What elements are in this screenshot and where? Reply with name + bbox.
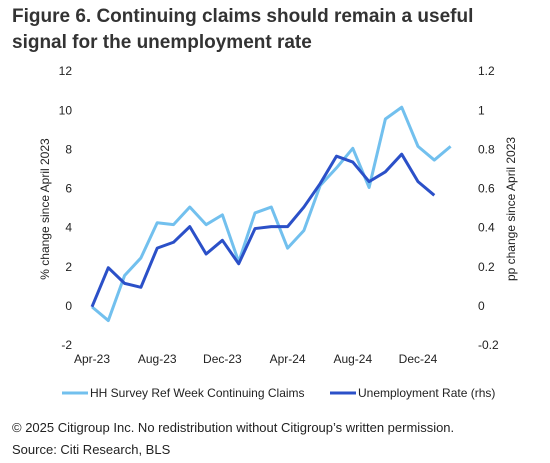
y-tick-label: 2 — [65, 260, 72, 274]
chart-title: Figure 6. Continuing claims should remai… — [12, 6, 474, 53]
y-tick-label: 6 — [65, 182, 72, 196]
y-tick-label: 4 — [65, 221, 72, 235]
series-line — [90, 152, 436, 308]
y2-tick-label: -0.2 — [478, 338, 499, 352]
y2-tick-label: 0 — [478, 299, 485, 313]
y2-tick-label: 0.8 — [478, 142, 495, 156]
source: Source: Citi Research, BLS — [12, 442, 171, 457]
y2-axis-label: pp change since April 2023 — [504, 137, 518, 281]
y2-tick-label: 0.6 — [478, 182, 495, 196]
y2-tick-label: 0.2 — [478, 260, 495, 274]
y-tick-label: 0 — [65, 299, 72, 313]
x-tick-label: Aug-24 — [333, 352, 372, 366]
y-axis-label: % change since April 2023 — [38, 138, 52, 280]
x-tick-label: Dec-23 — [203, 352, 242, 366]
y-tick-label: -2 — [61, 338, 72, 352]
series-line — [91, 105, 452, 323]
y2-tick-label: 1 — [478, 103, 485, 117]
x-tick-label: Dec-24 — [399, 352, 438, 366]
x-tick-label: Apr-23 — [74, 352, 110, 366]
y-tick-label: 12 — [59, 64, 73, 78]
x-tick-label: Apr-24 — [270, 352, 306, 366]
y2-tick-label: 0.4 — [478, 221, 495, 235]
y-tick-label: 8 — [65, 142, 72, 156]
y-tick-label: 10 — [59, 103, 73, 117]
x-tick-label: Aug-23 — [138, 352, 177, 366]
y2-tick-label: 1.2 — [478, 64, 495, 78]
legend-label: HH Survey Ref Week Continuing Claims — [90, 386, 305, 400]
legend-label: Unemployment Rate (rhs) — [358, 386, 495, 400]
copyright: © 2025 Citigroup Inc. No redistribution … — [12, 420, 455, 435]
